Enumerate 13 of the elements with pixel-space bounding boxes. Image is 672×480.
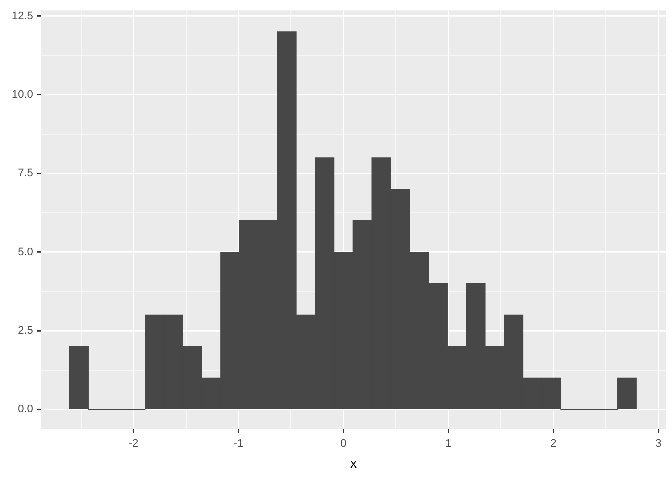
- x-tick-label: -1: [234, 438, 244, 450]
- x-tick-label: 1: [446, 438, 452, 450]
- x-tick-label: -2: [128, 438, 139, 450]
- x-axis-title: x: [350, 456, 358, 471]
- y-tick-label: 10.0: [12, 88, 34, 101]
- y-tick-label: 2.5: [18, 325, 34, 338]
- y-tick-label: 12.5: [12, 10, 34, 22]
- y-tick-label: 5.0: [18, 246, 34, 258]
- y-tick-label: 7.5: [18, 168, 34, 180]
- x-tick-label: 2: [550, 438, 557, 450]
- y-tick-label: 0.0: [18, 404, 34, 416]
- x-tick-label: 3: [656, 438, 662, 450]
- x-tick-label: 0: [340, 438, 347, 450]
